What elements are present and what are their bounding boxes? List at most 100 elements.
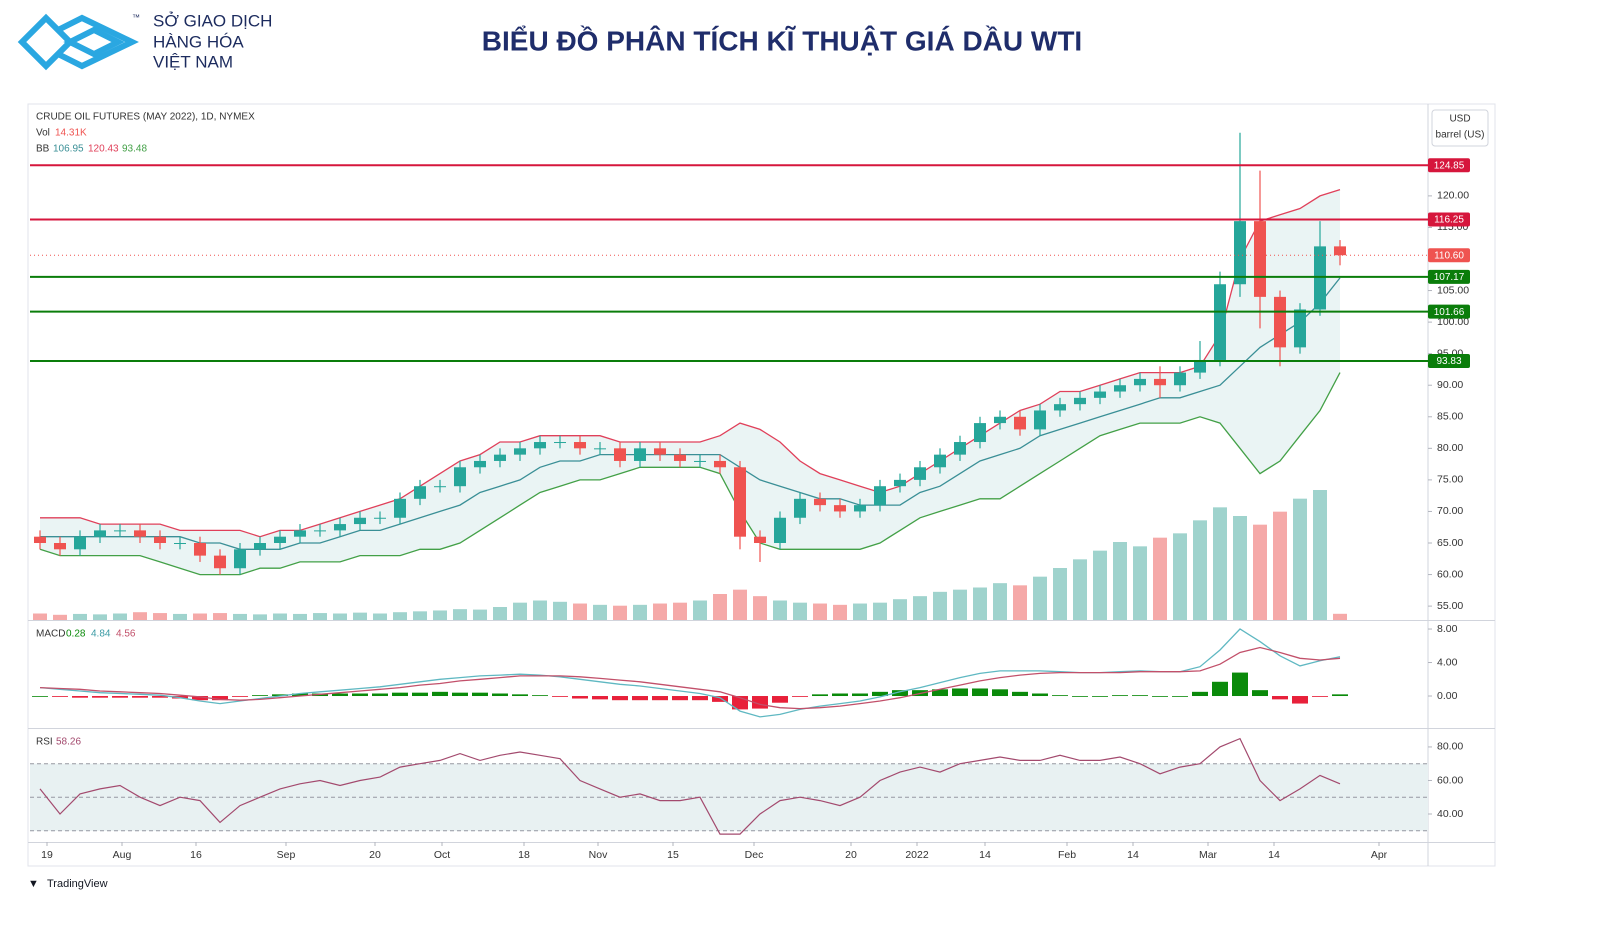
macd-histogram	[1172, 696, 1188, 697]
volume-bar	[1173, 533, 1187, 620]
volume-bar	[853, 603, 867, 620]
volume-bar	[693, 600, 707, 620]
level-label: 93.83	[1436, 356, 1461, 367]
volume-bar	[113, 613, 127, 620]
unit-label: USD	[1449, 114, 1470, 125]
macd-histogram	[432, 691, 448, 697]
macd-histogram	[932, 689, 948, 697]
candle-body	[794, 498, 806, 518]
macd-histogram	[272, 694, 288, 697]
x-tick-label: 19	[41, 849, 53, 861]
candle-body	[894, 479, 906, 487]
macd-histogram	[212, 696, 228, 701]
logo-shape	[56, 14, 139, 70]
volume-bar	[573, 603, 587, 620]
macd-histogram	[1312, 696, 1328, 697]
macd-histogram	[1292, 696, 1308, 704]
volume-bar	[253, 614, 267, 620]
volume-bar	[633, 604, 647, 620]
macd-histogram	[92, 696, 108, 698]
macd-histogram	[592, 696, 608, 700]
candle-body	[1114, 385, 1126, 392]
volume-bar	[793, 602, 807, 620]
y-tick-label: 105.00	[1437, 284, 1469, 296]
volume-bar	[1293, 498, 1307, 620]
candle-body	[694, 460, 706, 462]
candle-body	[634, 448, 646, 461]
volume-bar	[593, 604, 607, 620]
level-label: 107.17	[1434, 272, 1465, 283]
unit-label: barrel (US)	[1436, 130, 1485, 141]
x-tick-label: Dec	[745, 849, 764, 861]
macd-histogram	[992, 689, 1008, 697]
x-tick-label: 20	[369, 849, 381, 861]
candle-body	[754, 536, 766, 544]
macd-histogram	[412, 692, 428, 697]
y-tick-label: 60.00	[1437, 774, 1463, 786]
macd-histogram	[532, 695, 548, 697]
candle-body	[594, 448, 606, 450]
y-tick-label: 90.00	[1437, 379, 1463, 391]
unit-box[interactable]	[1431, 109, 1489, 147]
macd-histogram	[1052, 695, 1068, 697]
macd-histogram	[1332, 694, 1348, 697]
candle-body	[34, 536, 46, 544]
volume-bar	[513, 602, 527, 620]
volume-bar	[333, 613, 347, 620]
macd-histogram	[1192, 691, 1208, 697]
macd-histogram	[972, 688, 988, 697]
candle-body	[614, 448, 626, 461]
volume-bar	[873, 602, 887, 620]
legend-name: BB	[36, 144, 50, 155]
candle-body	[474, 460, 486, 468]
candle-body	[554, 442, 566, 444]
page-title: BIỂU ĐỒ PHÂN TÍCH KĨ THUẬT GIÁ DẦU WTI	[482, 25, 1082, 56]
level-label: 101.66	[1434, 307, 1465, 318]
candle-body	[1054, 404, 1066, 411]
candle-body	[294, 530, 306, 537]
legend-value: 4.84	[91, 629, 111, 640]
x-tick-label: 16	[190, 849, 202, 861]
volume-bar	[1253, 524, 1267, 620]
candle-body	[974, 423, 986, 443]
candle-body	[494, 454, 506, 461]
macd-histogram	[1012, 691, 1028, 697]
macd-histogram	[1212, 681, 1228, 697]
brand-icon: ▼	[28, 878, 39, 890]
candle-body	[674, 454, 686, 461]
candle-body	[174, 543, 186, 545]
volume-bar	[33, 613, 47, 620]
candle-body	[374, 517, 386, 519]
y-tick-label: 0.00	[1437, 690, 1458, 702]
level-label: 124.85	[1434, 160, 1465, 171]
y-tick-label: 4.00	[1437, 656, 1458, 668]
macd-histogram	[152, 696, 168, 698]
candle-body	[94, 530, 106, 537]
candle-body	[734, 467, 746, 537]
volume-bar	[1313, 490, 1327, 620]
y-tick-label: 55.00	[1437, 600, 1463, 612]
volume-bar	[1053, 568, 1067, 620]
volume-bar	[533, 600, 547, 620]
candle-body	[254, 543, 266, 550]
macd-histogram	[1032, 693, 1048, 697]
volume-bar	[713, 594, 727, 620]
candle-body	[834, 505, 846, 512]
legend-value: 106.95	[53, 144, 84, 155]
candle-body	[1254, 221, 1266, 297]
volume-bar	[53, 614, 67, 620]
x-tick-label: 2022	[905, 849, 929, 861]
macd-histogram	[1152, 696, 1168, 697]
macd-histogram	[1272, 696, 1288, 700]
candle-body	[1074, 397, 1086, 405]
macd-histogram	[232, 696, 248, 697]
volume-bar	[93, 614, 107, 620]
bb-lower	[39, 372, 1341, 576]
candle-body	[534, 442, 546, 449]
candle-body	[54, 543, 66, 550]
y-tick-label: 85.00	[1437, 411, 1463, 423]
macd-histogram	[1232, 672, 1248, 697]
candle-body	[514, 448, 526, 455]
macd-histogram	[1072, 696, 1088, 697]
